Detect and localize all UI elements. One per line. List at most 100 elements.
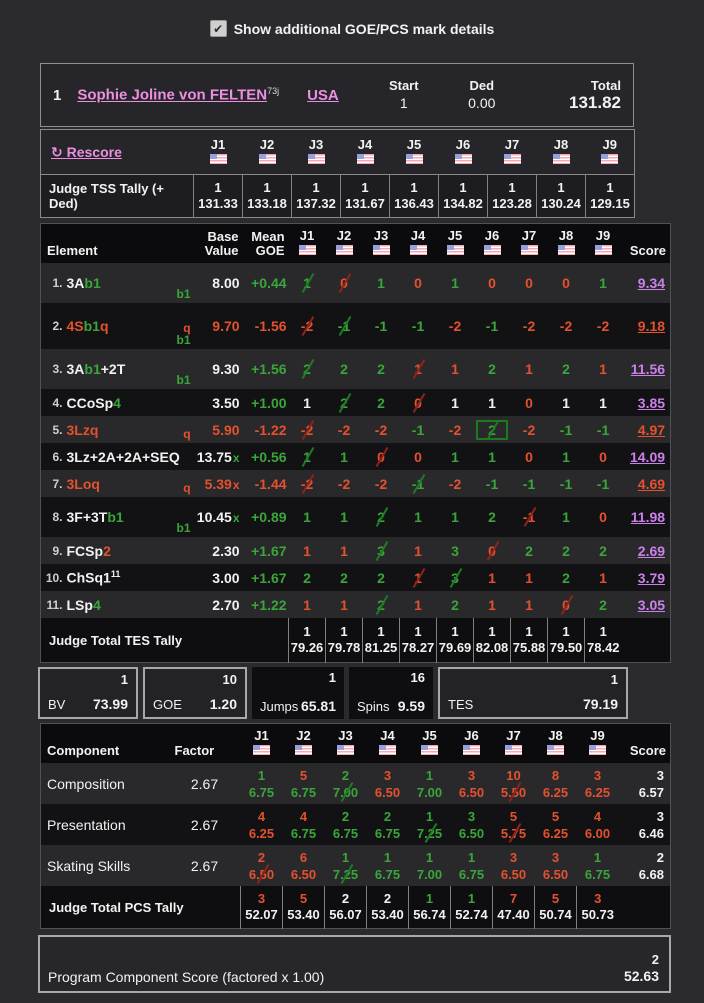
component-mark-value: 6.50 (248, 866, 275, 882)
judge-tss-tally-row: Judge TSS Tally (+ Ded) 1 131.33 1 133.18 1 1… (40, 174, 635, 218)
judge-goe-mark: -2 (522, 318, 536, 334)
judge-goe-mark: 0 (525, 394, 533, 411)
judge-goe-cell: 1 (399, 564, 437, 591)
component-score-value: 6.46 (638, 825, 664, 841)
element-score-link[interactable]: 3.79 (637, 569, 666, 586)
element-name: 4Sb1q (64, 303, 165, 349)
tes-tally-cell: 1 78.27 (399, 618, 437, 663)
judge-component-mark: 6.50 (493, 866, 535, 883)
component-factor: 2.67 (168, 763, 241, 804)
component-table: Component Factor J1 J2 J3 J4 J5 J6 J7 J8 J9 Score… (40, 723, 671, 929)
component-mark-value: 7.25 (416, 825, 443, 841)
judge-goe-mark: 2 (340, 569, 348, 586)
judge-goe-cell: 1 (325, 497, 363, 537)
element-score-link[interactable]: 14.09 (629, 448, 666, 465)
judge-column-header: J4 (366, 723, 409, 763)
judge-component-cell: 1 7.25 (408, 804, 451, 845)
summary-box-bv: 1 BV 73.99 (38, 667, 138, 719)
element-row: 4. CCoSp4 3.50 +1.00 1 2 2 0 1 1 0 1 1 3.85 (40, 389, 671, 416)
us-flag-icon (405, 154, 423, 164)
element-score-link[interactable]: 3.85 (637, 394, 666, 411)
summary-box-jumps: 1 Jumps 65.81 (252, 667, 344, 719)
element-annotation: b1 (176, 287, 191, 301)
judge-column-header: J3 (362, 223, 400, 263)
base-value-number: 3.00 (212, 569, 240, 586)
pcs-tally-cell: 5 50.74 (534, 886, 577, 929)
judge-column-header: J3 (324, 723, 367, 763)
element-name: CCoSp4 (64, 389, 165, 416)
pcs-box-label: Program Component Score (factored x 1.00… (48, 969, 325, 985)
element-score-cell: 11.98 (621, 497, 671, 537)
judge-tes-value: 79.78 (327, 640, 361, 655)
element-number: 11. (40, 591, 65, 618)
country-link[interactable]: USA (307, 86, 339, 104)
pcs-tally-cell: 3 50.73 (576, 886, 619, 929)
judge-goe-mark: 2 (562, 542, 570, 559)
mean-goe: +0.56 (242, 443, 289, 470)
component-mark-value: 5.50 (500, 784, 527, 800)
judge-goe-cell: 1 (510, 564, 548, 591)
element-annotations: b1 (164, 263, 195, 303)
judge-label: J1 (299, 228, 315, 243)
judge-component-cell: 5 6.25 (534, 804, 577, 845)
judge-rank: 1 (214, 180, 222, 195)
element-score-cell: 9.34 (621, 263, 671, 303)
show-details-checkbox[interactable]: ✔ (209, 20, 227, 37)
judge-pcs-value: 50.73 (581, 907, 615, 922)
skater-name-link[interactable]: Sophie Joline von FELTEN (77, 86, 268, 104)
tss-tally-cell: 1 123.28 (487, 174, 537, 218)
element-row: 7. 3Loq q 5.39x -1.44 -2 -2 -2 -1 -2 -1 -1 -1 -1 4.69 (40, 470, 671, 497)
element-number: 6. (40, 443, 65, 470)
summary-box-bottom: GOE 1.20 (153, 696, 237, 712)
judge-goe-mark: 2 (599, 542, 607, 559)
summary-box-value: 9.59 (397, 698, 425, 714)
judge-component-rank: 1 (467, 849, 476, 865)
judge-goe-mark: 1 (488, 394, 496, 411)
judge-column-header: J2 (243, 130, 292, 175)
tss-tally-cell: 1 133.18 (242, 174, 292, 218)
element-score-link[interactable]: 9.34 (637, 275, 666, 291)
element-row: 8. 3F+3Tb1 b1 10.45x +0.89 1 1 2 1 1 2 -1 1 0 11.98 (40, 497, 671, 537)
tss-tally-label: Judge TSS Tally (+ Ded) (40, 174, 194, 218)
judge-goe-cell: 1 (288, 537, 326, 564)
judge-goe-mark: -2 (337, 421, 351, 438)
element-score-link[interactable]: 11.98 (630, 509, 666, 525)
element-annotations (164, 591, 195, 618)
element-score-link[interactable]: 9.18 (637, 318, 666, 334)
element-score-link[interactable]: 4.97 (637, 421, 666, 438)
element-score-link[interactable]: 2.69 (637, 542, 666, 559)
judge-pcs-value: 52.07 (245, 907, 278, 922)
judge-goe-mark: -2 (300, 421, 314, 438)
judge-goe-mark: 1 (599, 275, 607, 291)
element-score-link[interactable]: 11.56 (630, 361, 666, 377)
element-number: 9. (40, 537, 65, 564)
judge-goe-cell: 0 (362, 443, 400, 470)
component-mark-value: 7.00 (416, 784, 443, 800)
judge-goe-mark: 0 (525, 448, 533, 465)
judge-goe-mark: 0 (486, 543, 498, 559)
us-flag-icon (503, 154, 521, 164)
element-score-link[interactable]: 3.05 (637, 596, 666, 613)
judge-component-mark: 6.75 (241, 784, 283, 801)
component-row: Presentation 2.67 4 6.25 4 6.75 2 6.75 2 6.75 1 7.2… (40, 804, 671, 845)
judge-goe-mark: 1 (340, 448, 348, 465)
tes-tally-score-spacer (621, 618, 671, 663)
second-half-x-marker: x (232, 511, 240, 525)
judge-goe-cell: -2 (436, 470, 474, 497)
judge-component-cell: 3 6.50 (492, 845, 535, 886)
judge-goe-cell: 2 (584, 591, 622, 618)
summary-box-spins: 16 Spins 9.59 (349, 667, 433, 719)
judge-goe-mark: 0 (488, 275, 496, 291)
judge-goe-cell: 0 (584, 497, 622, 537)
judge-goe-mark: -1 (559, 475, 573, 492)
judge-goe-mark: -1 (559, 421, 573, 438)
judge-rank: 1 (508, 180, 516, 195)
element-annotations (164, 537, 195, 564)
rescore-link[interactable]: ↻ Rescore (51, 143, 122, 160)
element-score-link[interactable]: 4.69 (637, 475, 666, 492)
pcs-tally-cell: 3 52.07 (240, 886, 283, 929)
tes-tally-cell: 1 75.88 (510, 618, 548, 663)
judge-goe-mark: -2 (374, 421, 388, 438)
judge-goe-cell: 2 (288, 349, 326, 389)
judge-goe-mark: 1 (303, 509, 311, 525)
